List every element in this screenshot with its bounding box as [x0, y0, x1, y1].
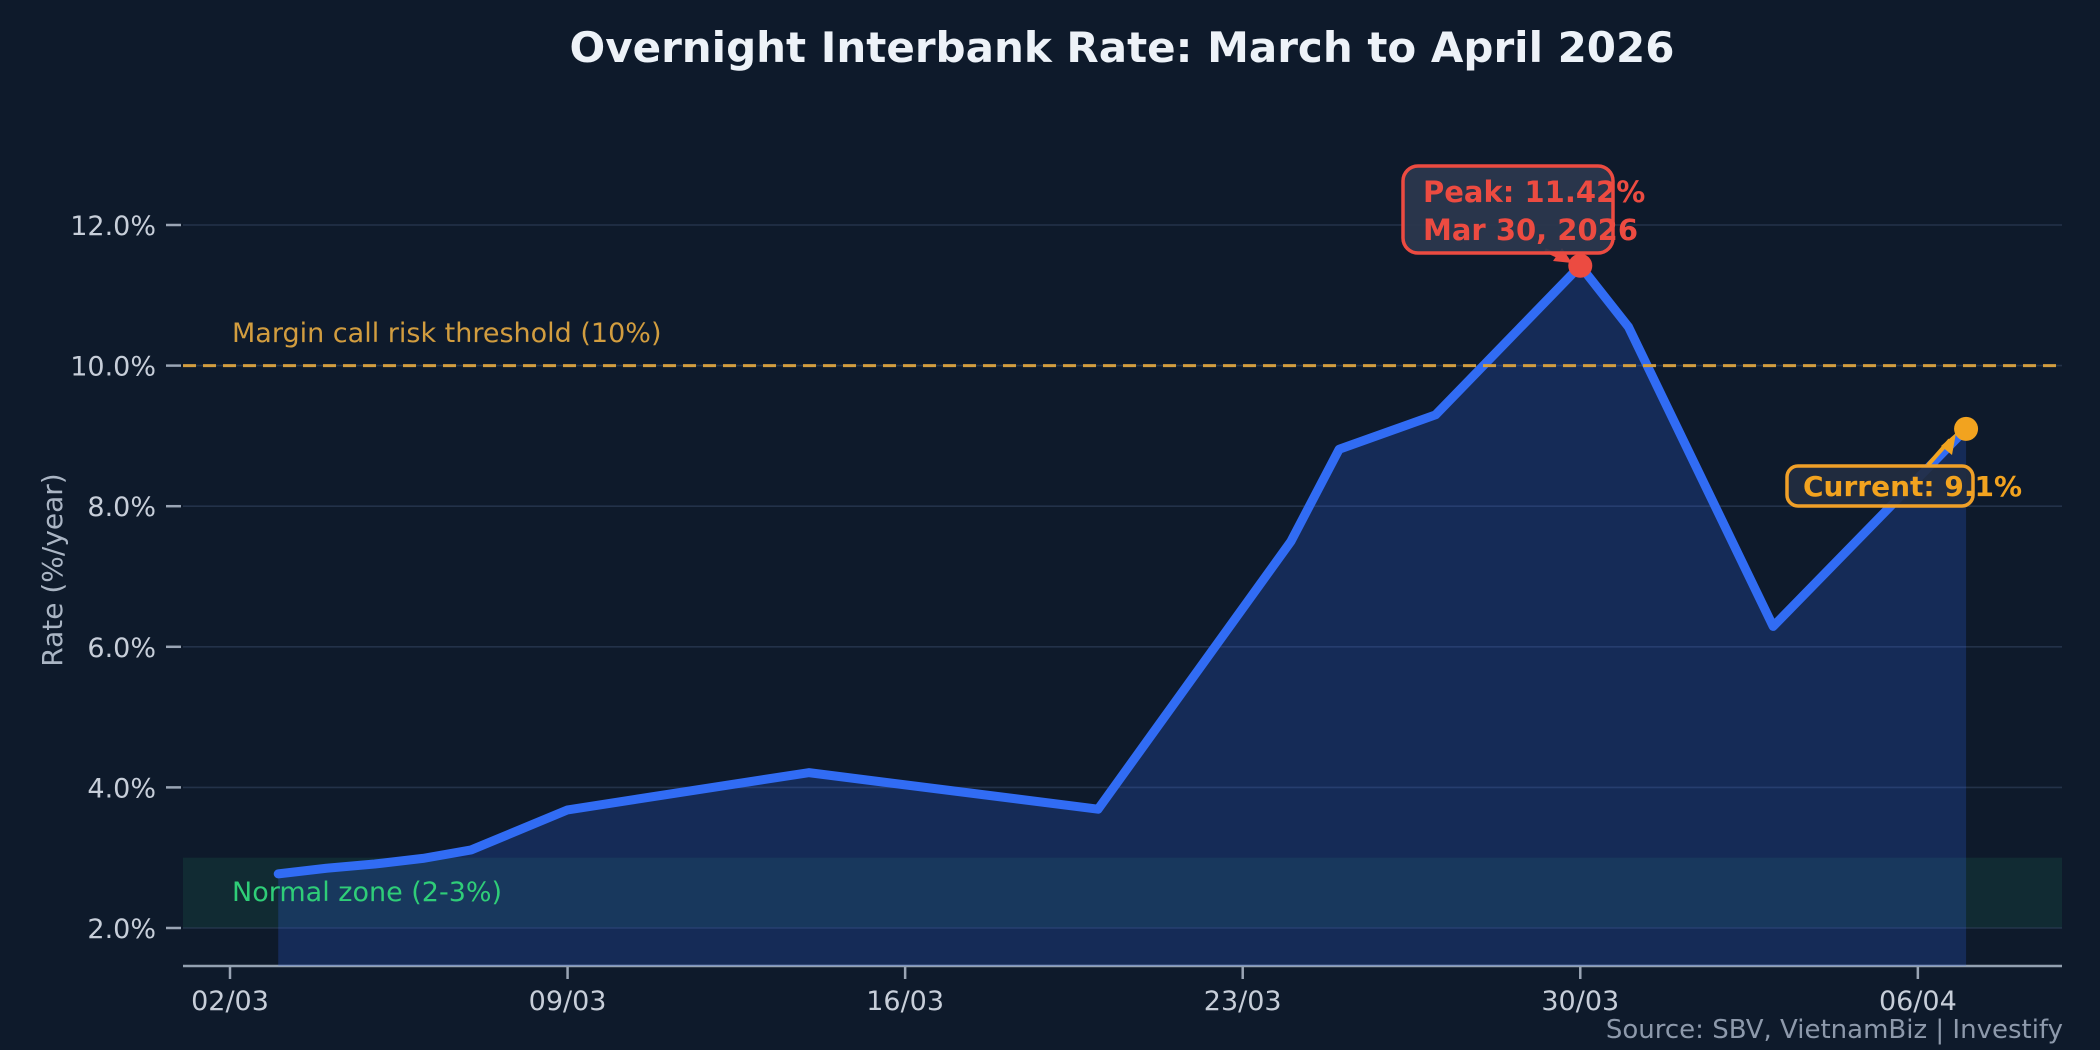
peak-annotation: Peak: 11.42% Mar 30, 2026 [1401, 164, 1645, 263]
peak-marker [1568, 253, 1593, 278]
gridlines [183, 224, 2062, 929]
svg-text:09/03: 09/03 [529, 986, 607, 1017]
svg-text:23/03: 23/03 [1204, 986, 1282, 1017]
y-axis-ticks: 2.0% 4.0% 6.0% 8.0% 10.0% 12.0% [70, 211, 181, 945]
svg-text:2.0%: 2.0% [87, 914, 156, 945]
current-marker [1954, 416, 1979, 441]
svg-text:02/03: 02/03 [191, 986, 269, 1017]
svg-text:4.0%: 4.0% [87, 773, 156, 804]
normal-zone-band [183, 857, 2062, 928]
current-annotation-label: Current: 9.1% [1803, 470, 2022, 503]
svg-text:30/03: 30/03 [1541, 986, 1619, 1017]
area-fill [278, 265, 1967, 966]
source-attribution: Source: SBV, VietnamBiz | Investify [1606, 1015, 2063, 1045]
svg-text:10.0%: 10.0% [70, 352, 156, 383]
rate-line [273, 261, 1971, 879]
current-annotation-box [1785, 464, 1975, 508]
svg-text:8.0%: 8.0% [87, 492, 156, 523]
current-annotation: Current: 9.1% [1785, 433, 2022, 508]
current-annotation-arrowhead [1941, 433, 1956, 455]
x-axis-ticks: 02/03 09/03 16/03 23/03 30/03 06/04 [191, 966, 1957, 1017]
y-axis-label: Rate (%/year) [36, 473, 69, 666]
svg-text:12.0%: 12.0% [70, 211, 156, 242]
peak-annotation-line2: Mar 30, 2026 [1423, 213, 1638, 247]
svg-text:16/03: 16/03 [866, 986, 944, 1017]
svg-text:6.0%: 6.0% [87, 633, 156, 664]
chart-title: Overnight Interbank Rate: March to April… [570, 23, 1675, 72]
normal-zone-label: Normal zone (2-3%) [232, 877, 502, 908]
peak-annotation-arrowhead [1553, 248, 1572, 263]
svg-text:06/04: 06/04 [1879, 986, 1957, 1017]
peak-annotation-line1: Peak: 11.42% [1423, 175, 1645, 209]
peak-annotation-box [1401, 164, 1615, 255]
threshold-label: Margin call risk threshold (10%) [232, 318, 661, 349]
